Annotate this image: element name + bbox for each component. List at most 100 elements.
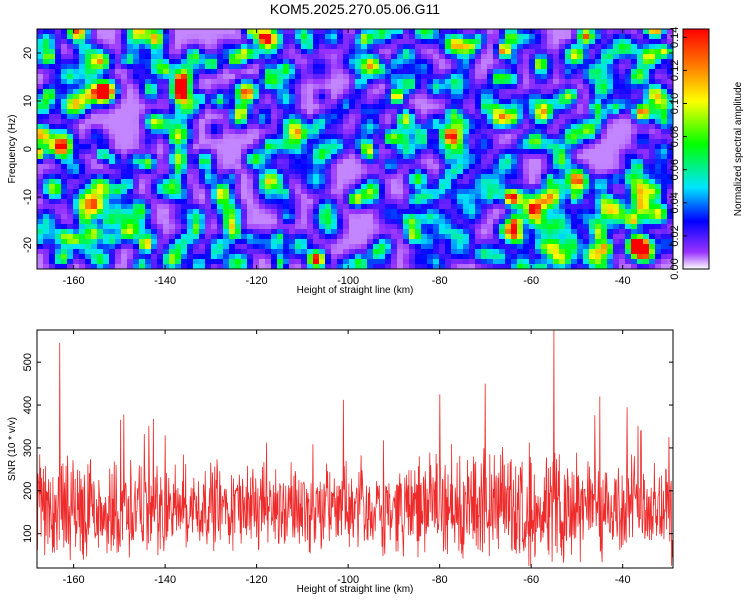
- heatmap-cell: [181, 164, 188, 170]
- heatmap-cell: [349, 249, 356, 255]
- heatmap-cell: [475, 249, 482, 255]
- heatmap-cell: [331, 204, 338, 210]
- heatmap-cell: [397, 224, 404, 230]
- heatmap-cell: [235, 89, 242, 95]
- heatmap-cell: [139, 164, 146, 170]
- heatmap-cell: [559, 39, 566, 45]
- heatmap-cell: [583, 139, 590, 145]
- heatmap-cell: [205, 249, 212, 255]
- heatmap-cell: [571, 94, 578, 100]
- heatmap-cell: [265, 129, 272, 135]
- heatmap-cell: [67, 64, 74, 70]
- heatmap-cell: [97, 229, 104, 235]
- heatmap-cell: [631, 99, 638, 105]
- heatmap-cell: [67, 114, 74, 120]
- heatmap-cell: [61, 119, 68, 125]
- heatmap-cell: [613, 139, 620, 145]
- heatmap-cell: [625, 49, 632, 55]
- heatmap-cell: [559, 204, 566, 210]
- heatmap-cell: [589, 114, 596, 120]
- heatmap-cell: [553, 74, 560, 80]
- heatmap-cell: [583, 89, 590, 95]
- heatmap-cell: [439, 129, 446, 135]
- heatmap-cell: [631, 154, 638, 160]
- heatmap-cell: [133, 234, 140, 240]
- heatmap-cell: [487, 179, 494, 185]
- heatmap-cell: [283, 39, 290, 45]
- heatmap-cell: [277, 229, 284, 235]
- heatmap-cell: [133, 79, 140, 85]
- heatmap-cell: [649, 209, 656, 215]
- heatmap-cell: [373, 99, 380, 105]
- heatmap-cell: [259, 169, 266, 175]
- heatmap-cell: [409, 59, 416, 65]
- heatmap-cell: [523, 54, 530, 60]
- heatmap-cell: [259, 99, 266, 105]
- heatmap-cell: [37, 134, 44, 140]
- heatmap-cell: [169, 69, 176, 75]
- heatmap-cell: [55, 99, 62, 105]
- heatmap-cell: [577, 209, 584, 215]
- heatmap-cell: [565, 69, 572, 75]
- heatmap-cell: [439, 104, 446, 110]
- heatmap-cell: [133, 69, 140, 75]
- heatmap-cell: [43, 124, 50, 130]
- heatmap-cell: [493, 34, 500, 40]
- heatmap-cell: [439, 139, 446, 145]
- heatmap-cell: [523, 209, 530, 215]
- heatmap-cell: [625, 39, 632, 45]
- heatmap-cell: [493, 74, 500, 80]
- heatmap-cell: [469, 89, 476, 95]
- heatmap-cell: [91, 84, 98, 90]
- heatmap-cell: [613, 59, 620, 65]
- heatmap-cell: [553, 204, 560, 210]
- heatmap-cell: [151, 79, 158, 85]
- heatmap-cell: [535, 179, 542, 185]
- heatmap-cell: [421, 234, 428, 240]
- heatmap-cell: [373, 199, 380, 205]
- heatmap-cell: [511, 224, 518, 230]
- heatmap-cell: [91, 219, 98, 225]
- heatmap-cell: [229, 209, 236, 215]
- heatmap-cell: [181, 129, 188, 135]
- heatmap-cell: [85, 234, 92, 240]
- heatmap-cell: [121, 79, 128, 85]
- heatmap-cell: [193, 109, 200, 115]
- heatmap-cell: [199, 94, 206, 100]
- heatmap-cell: [307, 184, 314, 190]
- heatmap-cell: [49, 99, 56, 105]
- heatmap-cell: [667, 209, 673, 215]
- heatmap-cell: [409, 159, 416, 165]
- heatmap-cell: [541, 79, 548, 85]
- heatmap-cell: [523, 44, 530, 50]
- heatmap-cell: [415, 69, 422, 75]
- heatmap-cell: [583, 114, 590, 120]
- heatmap-cell: [529, 89, 536, 95]
- heatmap-cell: [313, 199, 320, 205]
- heatmap-cell: [259, 209, 266, 215]
- heatmap-cell: [529, 134, 536, 140]
- heatmap-cell: [61, 194, 68, 200]
- heatmap-cell: [181, 99, 188, 105]
- heatmap-cell: [181, 84, 188, 90]
- heatmap-cell: [661, 159, 668, 165]
- heatmap-cell: [595, 189, 602, 195]
- heatmap-cell: [241, 239, 248, 245]
- heatmap-cell: [289, 219, 296, 225]
- heatmap-cell: [619, 44, 626, 50]
- heatmap-cell: [589, 254, 596, 260]
- heatmap-cell: [49, 239, 56, 245]
- heatmap-cell: [97, 179, 104, 185]
- heatmap-cell: [223, 39, 230, 45]
- heatmap-cell: [55, 159, 62, 165]
- heatmap-cell: [547, 194, 554, 200]
- heatmap-cell: [421, 229, 428, 235]
- heatmap-cell: [271, 129, 278, 135]
- heatmap-cell: [205, 49, 212, 55]
- heatmap-cell: [421, 54, 428, 60]
- heatmap-cell: [127, 44, 134, 50]
- heatmap-cell: [133, 119, 140, 125]
- heatmap-cell: [289, 179, 296, 185]
- heatmap-cell: [457, 124, 464, 130]
- heatmap-cell: [541, 29, 548, 35]
